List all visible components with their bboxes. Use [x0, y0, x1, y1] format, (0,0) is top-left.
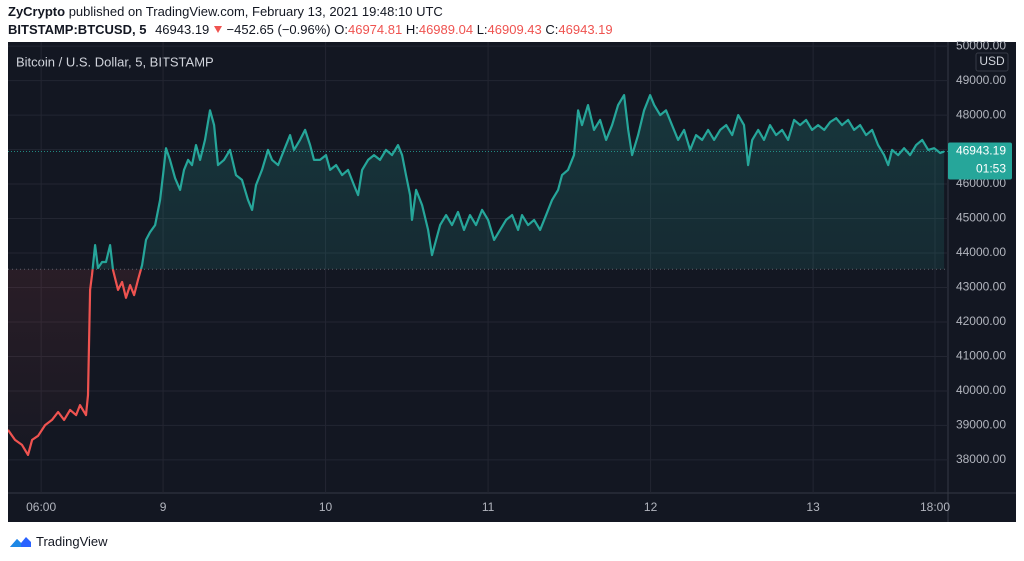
x-tick-label: 06:00 [26, 500, 56, 514]
chart-background [8, 42, 1016, 522]
currency-label: USD [979, 54, 1005, 68]
header: ZyCrypto published on TradingView.com, F… [8, 3, 613, 39]
high-value: 46989.04 [418, 22, 474, 37]
last-price: 46943.19 [155, 22, 210, 37]
currency-box [975, 52, 1009, 72]
x-tick-label: 12 [644, 500, 658, 514]
y-tick-label: 49000.00 [956, 73, 1006, 87]
x-tick-label: 9 [160, 500, 167, 514]
close-label: C: [545, 22, 559, 37]
y-tick-label: 48000.00 [956, 107, 1006, 121]
y-tick-label: 42000.00 [956, 314, 1006, 328]
brand-name: TradingView [36, 533, 108, 549]
y-tick-label: 43000.00 [956, 280, 1006, 294]
y-tick-label: 40000.00 [956, 383, 1006, 397]
low-label: L: [476, 22, 488, 37]
open-value: 46974.81 [347, 22, 403, 37]
x-tick-label: 11 [482, 500, 495, 514]
publish-line: ZyCrypto published on TradingView.com, F… [8, 3, 613, 21]
area-above [92, 95, 945, 270]
y-tick-label: 41000.00 [956, 349, 1006, 363]
publish-info: published on TradingView.com, February 1… [68, 4, 443, 19]
y-tick-label: 38000.00 [956, 452, 1006, 466]
price-line-up [91, 94, 945, 270]
last-price-box [948, 142, 1012, 180]
footer: TradingView [8, 533, 108, 549]
close-value: 46943.19 [558, 22, 613, 37]
author: ZyCrypto [8, 4, 66, 19]
chart-legend: Bitcoin / U.S. Dollar, 5, BITSTAMP [16, 54, 214, 69]
x-tick-label: 10 [319, 500, 333, 514]
change: −452.65 (−0.96%) [226, 22, 331, 37]
symbol: BITSTAMP:BTCUSD, 5 [8, 22, 147, 37]
y-tick-label: 44000.00 [956, 245, 1006, 259]
countdown-label: 01:53 [976, 162, 1006, 176]
low-value: 46909.43 [487, 22, 542, 37]
x-tick-label: 18:00 [920, 500, 950, 514]
y-tick-label: 45000.00 [956, 211, 1006, 225]
down-arrow [213, 26, 222, 33]
brand-logo [10, 537, 31, 547]
y-tick-label: 39000.00 [956, 418, 1006, 432]
y-tick-label: 46000.00 [956, 176, 1006, 190]
last-price-label: 46943.19 [956, 144, 1006, 158]
high-label: H: [405, 22, 419, 37]
y-tick-label: 50000.00 [956, 38, 1006, 52]
open-label: O: [334, 22, 348, 37]
x-tick-label: 13 [806, 500, 820, 514]
symbol-line: BITSTAMP:BTCUSD, 5 46943.19 −452.65 (−0.… [8, 21, 613, 39]
